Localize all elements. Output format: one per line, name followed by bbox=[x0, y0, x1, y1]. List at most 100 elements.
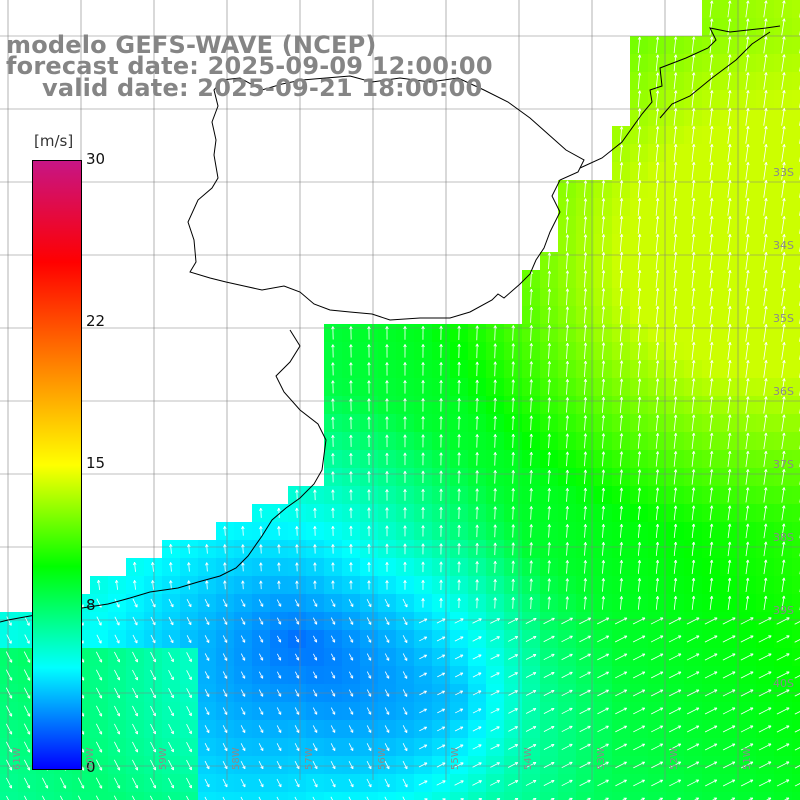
wind-arrow-head bbox=[532, 762, 537, 766]
wind-speed-cell bbox=[612, 792, 630, 800]
wind-arrow bbox=[740, 707, 754, 715]
wind-arrow-head bbox=[332, 675, 336, 679]
wind-arrow-head bbox=[746, 342, 750, 346]
wind-speed-cell bbox=[792, 738, 800, 756]
wind-speed-cell bbox=[666, 792, 684, 800]
wind-arrow-head bbox=[551, 779, 555, 784]
wind-arrow-head bbox=[746, 162, 750, 166]
wind-arrow bbox=[348, 671, 354, 679]
wind-arrow-head bbox=[660, 617, 664, 621]
wind-arrow bbox=[620, 596, 622, 610]
wind-arrow-head bbox=[295, 580, 299, 584]
wind-arrow-head bbox=[655, 596, 660, 600]
wind-speed-cell bbox=[0, 792, 18, 800]
wind-arrow-head bbox=[637, 342, 642, 346]
wind-arrow bbox=[637, 162, 641, 180]
wind-arrow bbox=[348, 617, 354, 625]
wind-arrow-head bbox=[659, 797, 663, 800]
wind-arrow bbox=[186, 759, 192, 771]
wind-arrow-head bbox=[782, 505, 786, 509]
wind-arrow-head bbox=[587, 779, 591, 783]
wind-speed-cell bbox=[792, 540, 800, 558]
wind-arrow bbox=[709, 126, 713, 144]
wind-arrow bbox=[384, 653, 390, 661]
wind-arrow bbox=[602, 469, 604, 485]
wind-speed-cell bbox=[576, 792, 594, 800]
wind-arrow-head bbox=[459, 690, 464, 694]
wind-arrow-head bbox=[768, 707, 772, 711]
wind-arrow bbox=[766, 797, 772, 800]
wind-arrow bbox=[114, 723, 120, 735]
wind-arrow-head bbox=[728, 90, 732, 94]
wind-arrow-head bbox=[745, 595, 750, 600]
wind-arrow bbox=[561, 653, 573, 661]
wind-arrow-head bbox=[277, 562, 281, 566]
wind-arrow-head bbox=[764, 324, 768, 328]
wind-speed-cell bbox=[792, 342, 800, 360]
wind-arrow-head bbox=[764, 450, 768, 455]
wind-arrow-head bbox=[637, 360, 642, 364]
wind-arrow bbox=[437, 690, 445, 696]
wind-arrow-head bbox=[421, 543, 425, 547]
wind-arrow-head bbox=[547, 524, 551, 528]
wind-arrow bbox=[632, 671, 646, 679]
wind-arrow-head bbox=[691, 577, 696, 582]
wind-speed-cell bbox=[792, 360, 800, 378]
wind-arrow-head bbox=[619, 542, 624, 546]
wind-arrow-head bbox=[386, 747, 390, 752]
wind-arrow bbox=[419, 654, 427, 660]
wind-arrow-head bbox=[404, 729, 408, 733]
wind-arrow-head bbox=[460, 762, 464, 766]
wind-arrow bbox=[709, 72, 713, 90]
wind-arrow-head bbox=[655, 72, 660, 76]
wind-arrow bbox=[691, 324, 695, 342]
wind-arrow-head bbox=[569, 743, 573, 747]
wind-arrow-head bbox=[786, 761, 790, 765]
wind-arrow-head bbox=[782, 595, 786, 599]
wind-arrow bbox=[455, 708, 463, 714]
wind-arrow-head bbox=[764, 0, 768, 4]
wind-arrow-head bbox=[457, 579, 461, 583]
wind-arrow-head bbox=[728, 432, 732, 436]
wind-arrow bbox=[168, 652, 174, 662]
wind-arrow bbox=[566, 216, 568, 234]
wind-arrow-head bbox=[117, 785, 121, 789]
wind-arrow bbox=[384, 689, 390, 697]
wind-arrow-head bbox=[278, 675, 282, 679]
wind-arrow-head bbox=[692, 306, 696, 310]
wind-arrow bbox=[619, 506, 623, 520]
wind-arrow-head bbox=[764, 342, 768, 346]
wind-arrow-head bbox=[368, 657, 372, 661]
wind-speed-cell bbox=[792, 486, 800, 504]
wind-arrow-head bbox=[655, 270, 660, 274]
wind-speed-cell bbox=[792, 594, 800, 612]
wind-arrow bbox=[114, 705, 120, 717]
wind-arrow-head bbox=[169, 562, 173, 566]
wind-arrow bbox=[222, 796, 225, 800]
wind-arrow bbox=[745, 54, 749, 72]
wind-arrow-head bbox=[349, 362, 353, 366]
wind-arrow bbox=[673, 596, 677, 610]
wind-arrow-head bbox=[637, 270, 642, 274]
wind-arrow-head bbox=[170, 639, 174, 644]
wind-arrow-head bbox=[403, 398, 407, 402]
wind-speed-cell bbox=[792, 288, 800, 306]
wind-arrow-head bbox=[349, 507, 353, 511]
wind-arrow bbox=[668, 689, 682, 697]
wind-arrow-head bbox=[152, 694, 156, 699]
wind-arrow-head bbox=[547, 324, 552, 329]
wind-arrow-head bbox=[533, 617, 537, 622]
wind-arrow bbox=[709, 18, 713, 36]
wind-arrow-head bbox=[547, 379, 552, 383]
wind-arrow bbox=[637, 108, 641, 126]
wind-arrow-head bbox=[514, 780, 519, 784]
wind-arrow-head bbox=[583, 306, 588, 310]
wind-arrow bbox=[763, 270, 767, 288]
wind-arrow bbox=[366, 635, 372, 643]
wind-arrow-head bbox=[782, 234, 786, 238]
wind-arrow-head bbox=[587, 797, 591, 800]
wind-arrow-head bbox=[673, 342, 678, 346]
wind-arrow-head bbox=[583, 342, 588, 346]
wind-speed-cell bbox=[774, 792, 792, 800]
wind-arrow-head bbox=[691, 541, 696, 545]
